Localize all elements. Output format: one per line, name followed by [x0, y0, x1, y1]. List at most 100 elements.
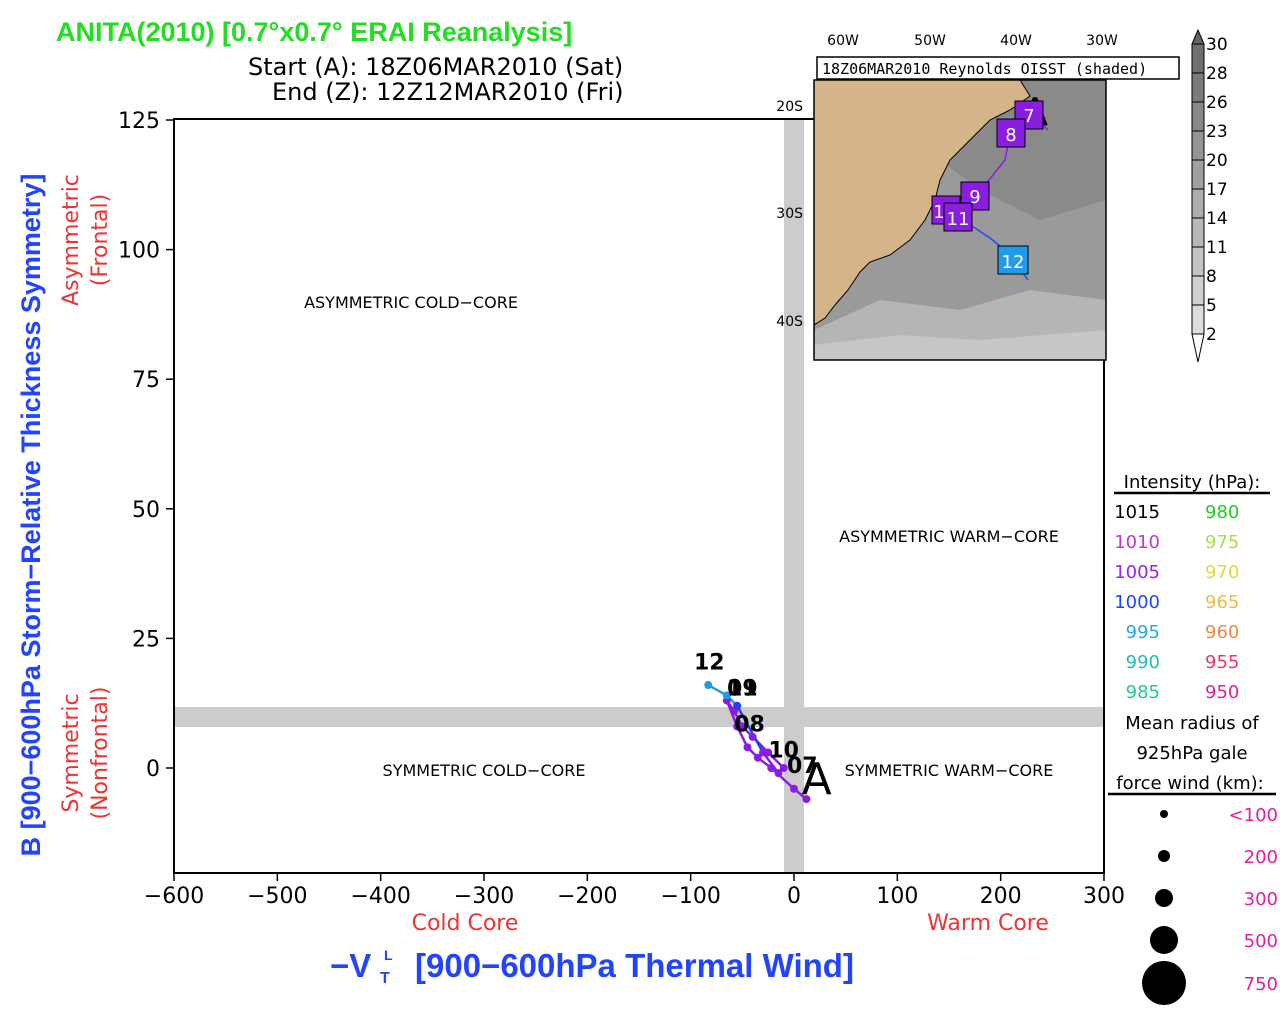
intensity-legend-value: 980: [1205, 502, 1239, 523]
track-point: [802, 795, 811, 804]
intensity-legend-value: 1010: [1114, 532, 1160, 553]
x-tick-label: −600: [144, 884, 204, 909]
intensity-legend-value: 950: [1205, 682, 1239, 703]
intensity-legend-value: 1015: [1114, 502, 1160, 523]
intensity-legend-title: Intensity (hPa):: [1124, 472, 1261, 493]
intensity-legend-value: 985: [1126, 682, 1160, 703]
inset-map-frame: [813, 79, 1107, 361]
inset-map-land: [814, 80, 1031, 326]
x-cold-core-label: Cold Core: [412, 911, 519, 936]
track-point: [779, 764, 788, 772]
intensity-legend-value: 960: [1205, 622, 1239, 643]
lon-label-50w: 50W: [914, 33, 946, 49]
track-point: [790, 784, 798, 793]
inset-map-track-label-10: 1: [933, 202, 944, 223]
colorbar-label: 14: [1206, 209, 1228, 229]
y-sym-label-2: (Nonfrontal): [88, 687, 113, 820]
inset-map-track-box-12: [997, 245, 1029, 275]
inset-map-track-label-9: 9: [969, 187, 980, 208]
quadrant-bar-vertical: [784, 120, 804, 872]
colorbar-label: 28: [1206, 64, 1228, 84]
y-tick-label: 0: [146, 757, 160, 782]
lon-label-40w: 40W: [1000, 33, 1032, 49]
colorbar-label: 26: [1206, 93, 1228, 113]
x-tick-label: 0: [787, 884, 801, 909]
colorbar-cell: [1191, 43, 1205, 74]
track-day-label: 07: [787, 754, 818, 779]
x-tick-label: 100: [876, 884, 918, 909]
track-point: [774, 769, 783, 778]
cyclone-track: [704, 681, 811, 804]
y-axis-title: B [900−600hPa Storm−Relative Thickness S…: [16, 174, 46, 857]
track-point: [738, 722, 747, 731]
colorbar-label: 5: [1206, 296, 1217, 316]
intensity-legend-value: 1005: [1114, 562, 1160, 583]
quadrant-bar-horizontal: [175, 707, 1103, 727]
colorbar-label: 17: [1206, 180, 1228, 200]
colorbar-cell: [1191, 304, 1205, 335]
radius-legend-label: 750: [1244, 974, 1278, 995]
colorbar-bottom-arrow: [1191, 333, 1205, 363]
radius-legend: Mean radius of 925hPa gale force wind (k…: [1108, 713, 1278, 1005]
x-tick-label: −100: [660, 884, 720, 909]
plot-frame: [173, 118, 1105, 874]
x-axis-title-sub: T: [380, 970, 390, 987]
colorbar-label: 8: [1206, 267, 1217, 287]
colorbar-cell: [1191, 246, 1205, 277]
intensity-legend-value: 975: [1205, 532, 1239, 553]
y-tick-label: 75: [132, 368, 160, 393]
intensity-legend-value: 965: [1205, 592, 1239, 613]
intensity-legend-value: 1000: [1114, 592, 1160, 613]
colorbar-cell: [1191, 101, 1205, 132]
inset-map: 18Z06MAR2010 Reynolds OISST (shaded) 60W…: [776, 33, 1180, 361]
radius-legend-marker: [1155, 889, 1173, 907]
x-warm-core-label: Warm Core: [927, 911, 1049, 936]
track-point: [743, 743, 752, 752]
quadrant-label-top-right: ASYMMETRIC WARM−CORE: [839, 527, 1059, 546]
track-point: [733, 701, 742, 710]
track-day-label: A: [802, 754, 832, 805]
inset-map-title: 18Z06MAR2010 Reynolds OISST (shaded): [822, 60, 1147, 78]
colorbar-label: 23: [1206, 122, 1228, 142]
colorbar-cell: [1191, 188, 1205, 219]
y-asym-label-1: Asymmetric: [59, 174, 84, 306]
y-tick-label: 50: [132, 498, 160, 523]
x-tick-label: −400: [350, 884, 410, 909]
x-tick-label: −200: [557, 884, 617, 909]
track-point: [759, 748, 767, 757]
y-sym-label-1: Symmetric: [59, 693, 84, 812]
y-asym-label-2: (Frontal): [88, 194, 113, 286]
end-label: End (Z): 12Z12MAR2010 (Fri): [272, 78, 623, 106]
track-point: [704, 681, 713, 690]
x-tick-label: −500: [247, 884, 307, 909]
track-point: [748, 732, 757, 741]
colorbar-top-arrow: [1191, 28, 1205, 45]
start-label: Start (A): 18Z06MAR2010 (Sat): [248, 53, 623, 81]
inset-map-track-label-7: 7: [1023, 106, 1034, 127]
y-tick-label: 125: [118, 109, 160, 134]
y-tick-label: 100: [118, 239, 160, 264]
radius-legend-marker: [1142, 961, 1186, 1005]
lat-label-20s: 20S: [776, 99, 803, 115]
track-point: [767, 764, 776, 772]
track-day-label: 12: [694, 651, 725, 676]
track-point: [722, 691, 731, 700]
inset-map-track-box-8: [996, 118, 1026, 148]
track-day-label: 09: [727, 676, 758, 701]
colorbar-cell: [1191, 217, 1205, 248]
radius-legend-label: 200: [1244, 847, 1278, 868]
x-axis-title-main: [900−600hPa Thermal Wind]: [415, 947, 854, 984]
radius-legend-marker: [1150, 926, 1178, 954]
radius-legend-title-2: 925hPa gale: [1136, 743, 1247, 764]
y-axis-ticks: 0 25 50 75 100 125: [118, 109, 174, 782]
chart-title: ANITA(2010) [0.7°x0.7° ERAI Reanalysis]: [56, 17, 572, 47]
inset-map-cold-shade: [814, 330, 1106, 360]
sst-colorbar: 30 28 26 23 20 17 14 11 8 5 2: [1191, 28, 1228, 363]
intensity-legend-value: 990: [1126, 652, 1160, 673]
radius-legend-marker: [1158, 850, 1170, 862]
radius-legend-marker: [1160, 810, 1168, 818]
inset-map-track-label-12: 12: [1002, 252, 1025, 273]
inset-map-track-label-8: 8: [1005, 125, 1016, 146]
